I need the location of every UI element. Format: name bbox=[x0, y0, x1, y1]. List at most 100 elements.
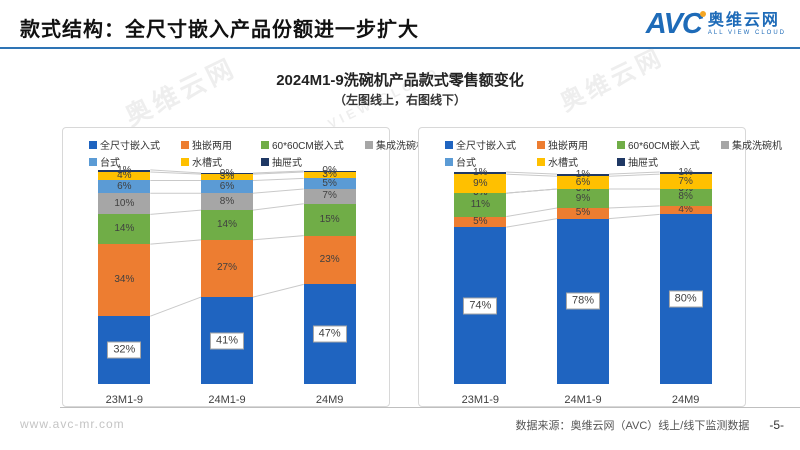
legend-swatch-icon bbox=[537, 140, 545, 149]
segment-label: 11% bbox=[470, 198, 490, 210]
bar-segment bbox=[659, 174, 712, 189]
segment-label: 5% bbox=[575, 207, 591, 219]
bar-segment bbox=[201, 180, 253, 194]
bar-segment bbox=[303, 170, 356, 172]
bar-segment bbox=[454, 216, 507, 228]
legend-item: 全尺寸嵌入式 bbox=[89, 137, 181, 152]
legend-swatch-icon bbox=[617, 140, 625, 149]
legend-label: 60*60CM嵌入式 bbox=[628, 141, 700, 152]
segment-label: 7% bbox=[678, 175, 693, 187]
bar-segment bbox=[201, 239, 253, 298]
bar-segment bbox=[98, 172, 151, 181]
legend-label: 集成洗碗机 bbox=[376, 141, 426, 152]
legend-swatch-icon bbox=[445, 157, 453, 166]
legend-item: 抽屉式 bbox=[617, 154, 721, 169]
legend-item: 水槽式 bbox=[537, 154, 617, 169]
bar-segment bbox=[303, 178, 356, 189]
legend-swatch-icon bbox=[261, 157, 269, 166]
bar-segment bbox=[557, 208, 609, 219]
segment-label: 8% bbox=[678, 191, 693, 203]
legend-online: 全尺寸嵌入式 独嵌两用 60*60CM嵌入式 集成洗碗机台式 水槽式 抽屉式 bbox=[63, 128, 426, 169]
bar-segment bbox=[659, 172, 712, 175]
legend-label: 全尺寸嵌入式 bbox=[456, 141, 516, 152]
bar-segment bbox=[557, 188, 609, 209]
segment-label: 1% bbox=[678, 167, 693, 179]
segment-label: 6% bbox=[219, 180, 235, 192]
legend-label: 独嵌两用 bbox=[548, 141, 588, 152]
legend-item: 台式 bbox=[89, 154, 181, 169]
bar-segment bbox=[659, 205, 712, 215]
legend-label: 60*60CM嵌入式 bbox=[272, 141, 344, 152]
logo-subtitle: ALL VIEW CLOUD bbox=[707, 30, 786, 36]
category-label: 24M1-9 bbox=[208, 394, 246, 406]
legend-swatch-icon bbox=[89, 140, 97, 149]
page-title: 款式结构：全尺寸嵌入产品份额进一步扩大 bbox=[20, 19, 419, 41]
bar-segment bbox=[98, 169, 151, 172]
segment-label: 0% bbox=[322, 165, 337, 177]
bar-segment bbox=[201, 193, 253, 211]
legend-swatch-icon bbox=[181, 157, 189, 166]
legend-item: 水槽式 bbox=[181, 154, 261, 169]
segment-label: 14% bbox=[216, 219, 238, 230]
segment-label: 5% bbox=[322, 177, 337, 189]
footer-divider bbox=[60, 407, 800, 408]
segment-label: 7% bbox=[322, 190, 337, 202]
segment-label: 15% bbox=[319, 213, 340, 225]
bar-segment bbox=[454, 174, 507, 194]
segment-label: 14% bbox=[114, 223, 135, 235]
legend-label: 独嵌两用 bbox=[192, 141, 232, 152]
category-label: 24M9 bbox=[315, 394, 344, 406]
segment-label: 6% bbox=[117, 180, 132, 192]
legend-swatch-icon bbox=[617, 157, 625, 166]
bar-segment bbox=[454, 193, 507, 217]
plot-online: 32% 34% 14% 10% 6% 4% 1% 23M1-9 41% 27% 14% 8% 6% 3% 0… bbox=[73, 165, 381, 406]
bar-segment bbox=[201, 174, 253, 181]
segment-label: 80% bbox=[668, 290, 703, 308]
header-divider bbox=[0, 47, 800, 49]
legend-swatch-icon bbox=[261, 140, 269, 149]
bar-segment bbox=[98, 180, 151, 194]
legend-swatch-icon bbox=[181, 140, 189, 149]
page-number: -5- bbox=[769, 418, 784, 432]
legend-label: 水槽式 bbox=[192, 158, 222, 169]
data-source-note: 数据来源：奥维云网（AVC）线上/线下监测数据 bbox=[515, 420, 750, 432]
category-label: 23M1-9 bbox=[105, 394, 143, 406]
legend-item: 60*60CM嵌入式 bbox=[261, 137, 365, 152]
logo-dot-icon bbox=[699, 11, 706, 17]
legend-item: 集成洗碗机 bbox=[365, 137, 426, 152]
bar-segment bbox=[303, 188, 356, 204]
legend-item: 集成洗碗机 bbox=[721, 137, 782, 152]
legend-swatch-icon bbox=[537, 157, 545, 166]
plot-offline: 74%5%11%0%0%9%1%23M1-978%5%9%0%0%6%1%24M… bbox=[429, 168, 737, 406]
legend-label: 台式 bbox=[100, 158, 120, 169]
legend-item: 全尺寸嵌入式 bbox=[445, 137, 537, 152]
chart-title: 2024M1-9洗碗机产品款式零售额变化 bbox=[276, 72, 524, 89]
category-label: 24M1-9 bbox=[564, 394, 602, 406]
segment-label: 34% bbox=[114, 274, 135, 286]
bar-segment bbox=[303, 172, 356, 179]
legend-label: 抽屉式 bbox=[272, 158, 302, 169]
category-label: 24M9 bbox=[671, 394, 700, 406]
bar-segment bbox=[201, 173, 253, 175]
bar-segment bbox=[557, 176, 609, 189]
segment-label: 23% bbox=[319, 253, 340, 265]
bar-segment bbox=[98, 214, 151, 245]
legend-label: 全尺寸嵌入式 bbox=[100, 141, 160, 152]
segment-label: 74% bbox=[463, 297, 498, 315]
legend-item: 60*60CM嵌入式 bbox=[617, 137, 721, 152]
segment-label: 9% bbox=[575, 192, 591, 204]
chart-panel-offline: 全尺寸嵌入式 独嵌两用 60*60CM嵌入式 集成洗碗机 台式 水槽式 抽屉式 74% 5% 1… bbox=[418, 127, 782, 407]
legend-offline: 全尺寸嵌入式 独嵌两用 60*60CM嵌入式 集成洗碗机 台式 水槽式 抽屉式 bbox=[419, 128, 782, 169]
segment-label: 78% bbox=[565, 292, 601, 310]
segment-label: 4% bbox=[117, 170, 132, 182]
footer-source-wrap: 数据来源：奥维云网（AVC）线上/线下监测数据 -5- bbox=[515, 417, 784, 433]
legend-swatch-icon bbox=[721, 140, 729, 149]
segment-label: 47% bbox=[312, 325, 347, 343]
legend-swatch-icon bbox=[445, 140, 453, 149]
legend-swatch-icon bbox=[89, 157, 97, 166]
bar-segment bbox=[303, 203, 356, 236]
bar-segment bbox=[557, 174, 609, 177]
segment-label: 3% bbox=[219, 171, 235, 183]
legend-item: 独嵌两用 bbox=[537, 137, 617, 152]
legend-item: 独嵌两用 bbox=[181, 137, 261, 152]
